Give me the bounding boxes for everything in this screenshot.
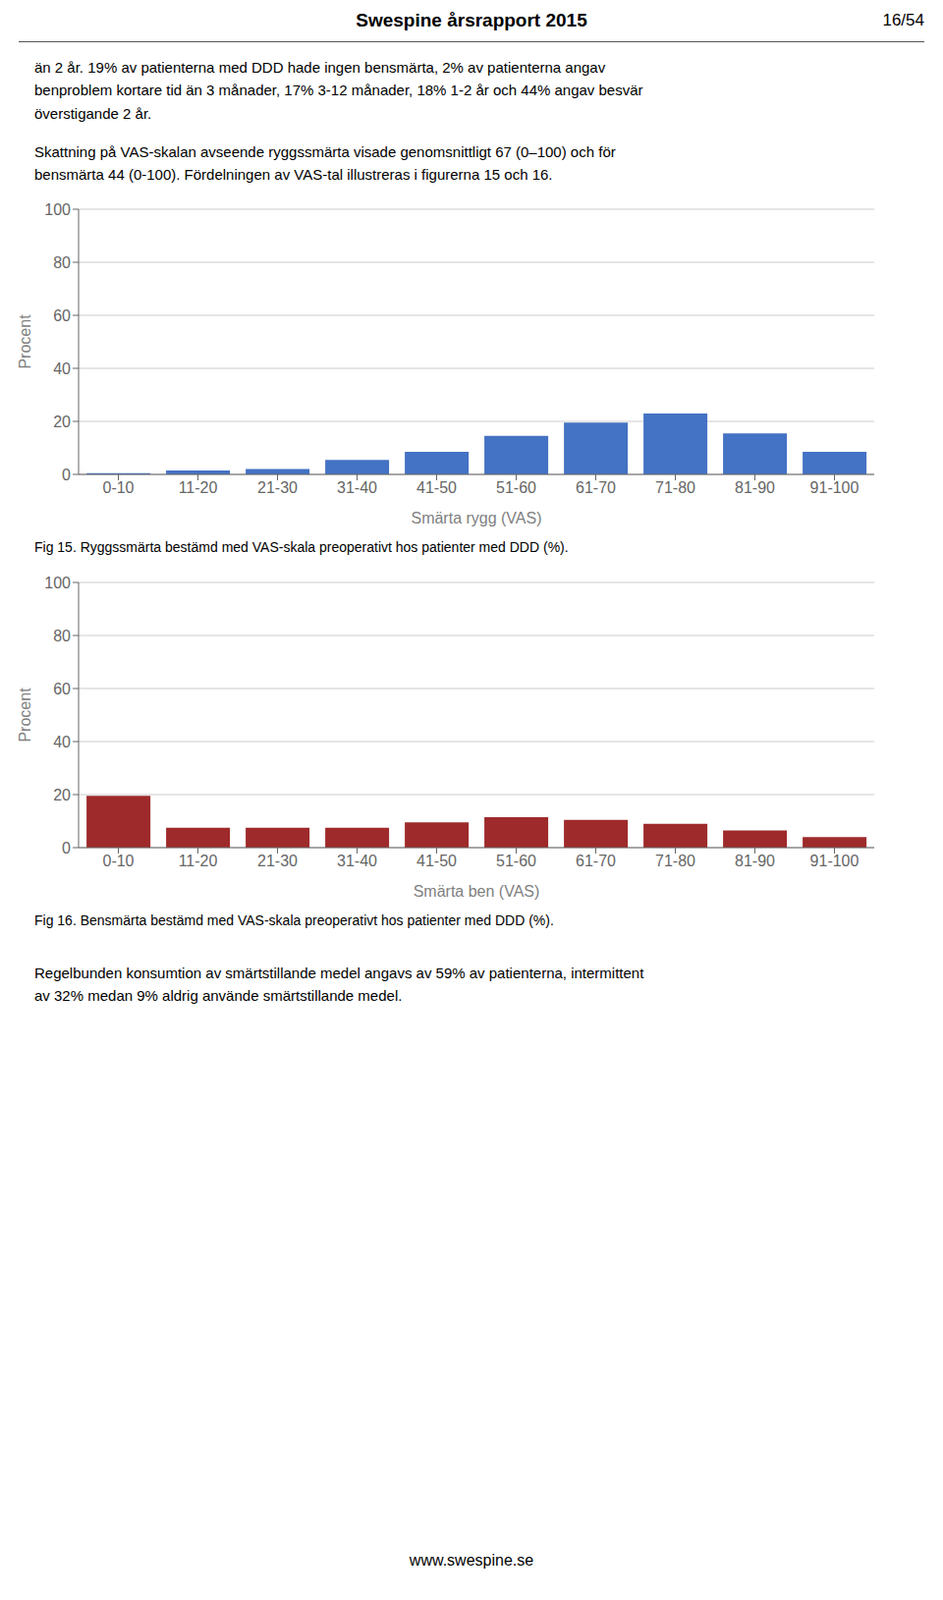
svg-text:41-50: 41-50 bbox=[416, 852, 457, 870]
html-text:Fig 16. Bensmärta bestämd med: Fig 16. Bensmärta bestämd med VAS-skala … bbox=[34, 912, 554, 929]
svg-text:0-10: 0-10 bbox=[102, 852, 134, 870]
svg-text:Procent: Procent bbox=[16, 314, 34, 370]
html-text:16/54: 16/54 bbox=[882, 10, 925, 30]
svg-text:60: 60 bbox=[53, 307, 71, 325]
svg-text:80: 80 bbox=[53, 254, 71, 272]
html-text:än 2 år. 19% av patienterna me: än 2 år. 19% av patienterna med DDD hade… bbox=[34, 58, 644, 122]
svg-text:11-20: 11-20 bbox=[178, 480, 219, 498]
svg-text:Smärta ben (VAS): Smärta ben (VAS) bbox=[413, 883, 541, 900]
svg-text:61-70: 61-70 bbox=[575, 480, 616, 498]
svg-text:91-100: 91-100 bbox=[810, 852, 860, 870]
svg-text:40: 40 bbox=[53, 733, 71, 751]
html-text:Fig 15. Ryggssmärta bestämd me: Fig 15. Ryggssmärta bestämd med VAS-skal… bbox=[34, 539, 569, 556]
svg-text:20: 20 bbox=[53, 413, 71, 431]
svg-text:61-70: 61-70 bbox=[575, 852, 616, 870]
svg-text:100: 100 bbox=[44, 574, 71, 592]
svg-text:11-20: 11-20 bbox=[178, 852, 219, 870]
svg-text:31-40: 31-40 bbox=[336, 852, 378, 870]
svg-text:41-50: 41-50 bbox=[416, 480, 457, 498]
svg-text:51-60: 51-60 bbox=[496, 480, 537, 498]
svg-text:100: 100 bbox=[44, 201, 71, 219]
svg-text:0: 0 bbox=[61, 466, 71, 484]
svg-text:Smärta rygg (VAS): Smärta rygg (VAS) bbox=[410, 509, 542, 527]
html-text:www.swespine.se: www.swespine.se bbox=[409, 1552, 534, 1569]
svg-text:Procent: Procent bbox=[16, 687, 34, 743]
html-text:Skattning på VAS-skalan avseen: Skattning på VAS-skalan avseende ryggssm… bbox=[34, 143, 616, 183]
svg-text:91-100: 91-100 bbox=[810, 480, 860, 498]
svg-text:71-80: 71-80 bbox=[655, 852, 696, 870]
svg-text:71-80: 71-80 bbox=[655, 480, 696, 498]
svg-text:21-30: 21-30 bbox=[257, 480, 298, 498]
svg-text:31-40: 31-40 bbox=[336, 480, 378, 498]
svg-text:51-60: 51-60 bbox=[496, 852, 537, 870]
svg-text:81-90: 81-90 bbox=[734, 480, 776, 498]
svg-text:80: 80 bbox=[53, 627, 71, 645]
html-text:Regelbunden konsumtion av smär: Regelbunden konsumtion av smärtstillande… bbox=[34, 964, 644, 1004]
svg-text:20: 20 bbox=[53, 786, 71, 804]
svg-text:21-30: 21-30 bbox=[257, 852, 298, 870]
svg-text:60: 60 bbox=[53, 680, 71, 698]
html-text:Swespine årsrapport 2015: Swespine årsrapport 2015 bbox=[355, 9, 588, 31]
svg-text:0: 0 bbox=[61, 839, 71, 857]
svg-text:40: 40 bbox=[53, 360, 71, 378]
svg-text:0-10: 0-10 bbox=[102, 480, 134, 498]
svg-text:81-90: 81-90 bbox=[734, 852, 776, 870]
